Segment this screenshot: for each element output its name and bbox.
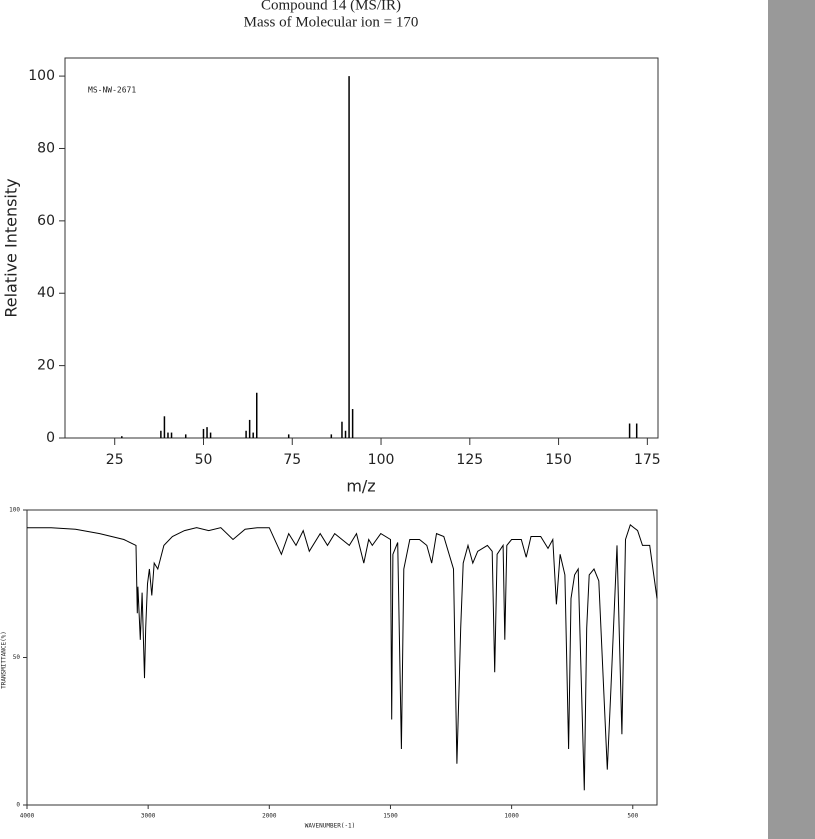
annotation: MS-NW-2671	[88, 86, 136, 95]
x-tick-label: 1500	[383, 813, 398, 820]
x-tick-label: 1000	[504, 813, 519, 820]
x-tick-label: 150	[545, 452, 572, 468]
y-axis-label: TRANSMITTANCE(%)	[1, 631, 8, 689]
side-bar	[768, 0, 815, 839]
y-tick-label: 40	[37, 285, 55, 301]
x-tick-label: 175	[634, 452, 661, 468]
x-tick-label: 50	[195, 452, 213, 468]
y-tick-label: 80	[37, 140, 55, 156]
ms-frame	[64, 57, 659, 439]
y-tick-label: 0	[46, 430, 55, 446]
title: Compound 14 (MS/IR)	[261, 0, 401, 13]
x-axis-label: WAVENUMBER(-1)	[305, 823, 356, 830]
y-tick-label: 100	[28, 68, 55, 84]
ir-frame	[26, 509, 658, 806]
x-tick-label: 4000	[20, 813, 35, 820]
x-tick-label: 3000	[141, 813, 156, 820]
x-tick-label: 125	[456, 452, 483, 468]
x-tick-label: 100	[368, 452, 395, 468]
y-tick-label: 60	[37, 213, 55, 229]
y-axis-label: Relative Intensity	[2, 178, 21, 317]
subtitle: Mass of Molecular ion = 170	[244, 14, 419, 30]
y-tick-label: 100	[9, 507, 20, 514]
x-tick-label: 2000	[262, 813, 277, 820]
x-tick-label: 25	[106, 452, 124, 468]
y-tick-label: 0	[16, 802, 20, 809]
spectrum-line	[27, 523, 658, 791]
y-tick-label: 50	[13, 654, 21, 661]
x-tick-label: 75	[283, 452, 301, 468]
x-axis-label: m/z	[346, 477, 375, 496]
y-tick-label: 20	[37, 358, 55, 374]
x-tick-label: 500	[627, 813, 638, 820]
